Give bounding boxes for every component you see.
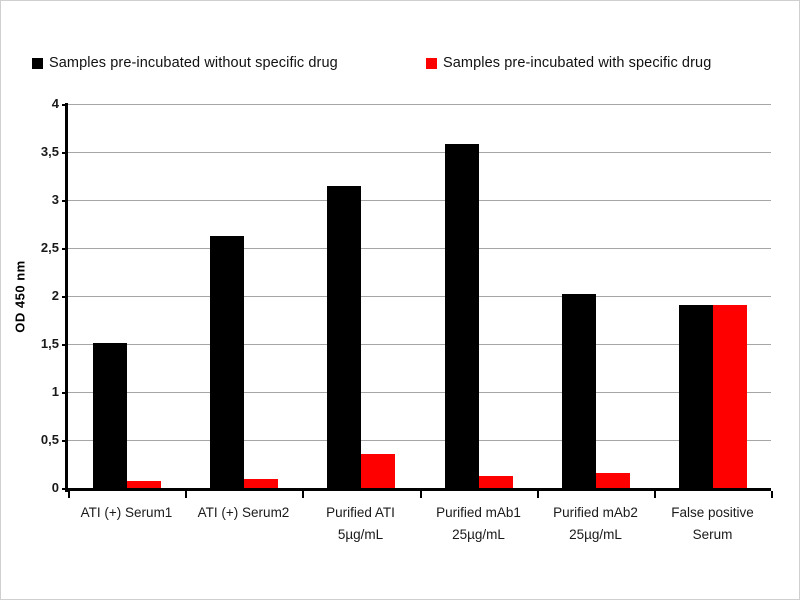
x-category-label-0: ATI (+) Serum1 xyxy=(80,505,173,520)
bar-without-drug-2 xyxy=(327,186,361,488)
legend-swatch-red xyxy=(426,57,437,69)
x-tick xyxy=(68,491,70,498)
legend-item-without-drug: Samples pre-incubated without specific d… xyxy=(32,54,338,72)
x-category-label-1: ATI (+) Serum2 xyxy=(197,505,290,520)
bar-without-drug-5 xyxy=(679,305,713,488)
bar-with-drug-3 xyxy=(479,476,513,488)
gridline xyxy=(68,104,771,105)
bar-with-drug-5 xyxy=(713,305,747,488)
gridline xyxy=(68,152,771,153)
legend-swatch-black xyxy=(32,57,43,69)
legend-label-without-drug: Samples pre-incubated without specific d… xyxy=(49,55,338,71)
x-tick xyxy=(420,491,422,498)
bar-with-drug-2 xyxy=(361,454,395,488)
y-tick-label: 0 xyxy=(51,480,59,495)
x-tick xyxy=(302,491,304,498)
legend-label-with-drug: Samples pre-incubated with specific drug xyxy=(443,55,712,71)
x-tick xyxy=(537,491,539,498)
gridline xyxy=(68,344,771,345)
bar-without-drug-4 xyxy=(562,294,596,488)
y-tick-label: 1 xyxy=(51,384,59,399)
bar-without-drug-0 xyxy=(93,343,127,488)
x-category-label-3: Purified mAb1 25µg/mL xyxy=(436,505,521,542)
bar-with-drug-4 xyxy=(596,473,630,488)
x-axis-line xyxy=(65,488,771,491)
y-tick-label: 2,5 xyxy=(40,240,59,255)
gridline xyxy=(68,296,771,297)
gridline xyxy=(68,440,771,441)
y-tick-label: 4 xyxy=(51,96,59,111)
bar-with-drug-0 xyxy=(127,481,161,488)
x-tick xyxy=(185,491,187,498)
y-tick-label: 1,5 xyxy=(40,336,59,351)
y-tick-label: 0,5 xyxy=(40,432,59,447)
legend-item-with-drug: Samples pre-incubated with specific drug xyxy=(426,54,711,72)
x-category-label-4: Purified mAb2 25µg/mL xyxy=(553,505,638,542)
gridline xyxy=(68,248,771,249)
y-tick-label: 2 xyxy=(51,288,59,303)
x-tick xyxy=(654,491,656,498)
y-tick-label: 3,5 xyxy=(40,144,59,159)
bar-with-drug-1 xyxy=(244,479,278,488)
bar-without-drug-3 xyxy=(445,144,479,488)
gridline xyxy=(68,392,771,393)
x-tick xyxy=(771,491,773,498)
bar-without-drug-1 xyxy=(210,236,244,488)
x-category-label-5: False positive Serum xyxy=(671,505,754,542)
x-category-label-2: Purified ATI 5µg/mL xyxy=(326,505,395,542)
y-tick-label: 3 xyxy=(51,192,59,207)
gridline xyxy=(68,200,771,201)
y-axis-line xyxy=(65,103,68,492)
